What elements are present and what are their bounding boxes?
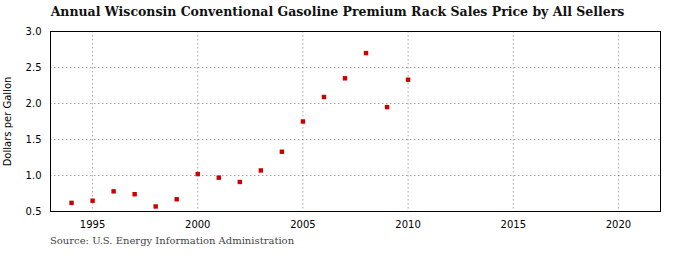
svg-text:3.0: 3.0 [26,26,42,37]
svg-text:2005: 2005 [290,219,315,230]
svg-text:1.0: 1.0 [26,170,42,181]
svg-text:1.5: 1.5 [26,134,42,145]
html-text:Annual Wisconsin Conventional: Annual Wisconsin Conventional Gasoline P… [50,4,625,19]
svg-text:1995: 1995 [80,219,105,230]
html-text:Source: U.S. Energy Informatio: Source: U.S. Energy Information Administ… [50,235,295,246]
svg-text:2010: 2010 [395,219,420,230]
svg-text:Dollars per Gallon: Dollars per Gallon [2,77,13,167]
svg-text:2020: 2020 [606,219,631,230]
svg-text:0.5: 0.5 [26,206,42,217]
svg-text:2000: 2000 [185,219,210,230]
svg-text:2015: 2015 [501,219,526,230]
svg-text:2.5: 2.5 [26,62,42,73]
svg-text:2.0: 2.0 [26,98,42,109]
